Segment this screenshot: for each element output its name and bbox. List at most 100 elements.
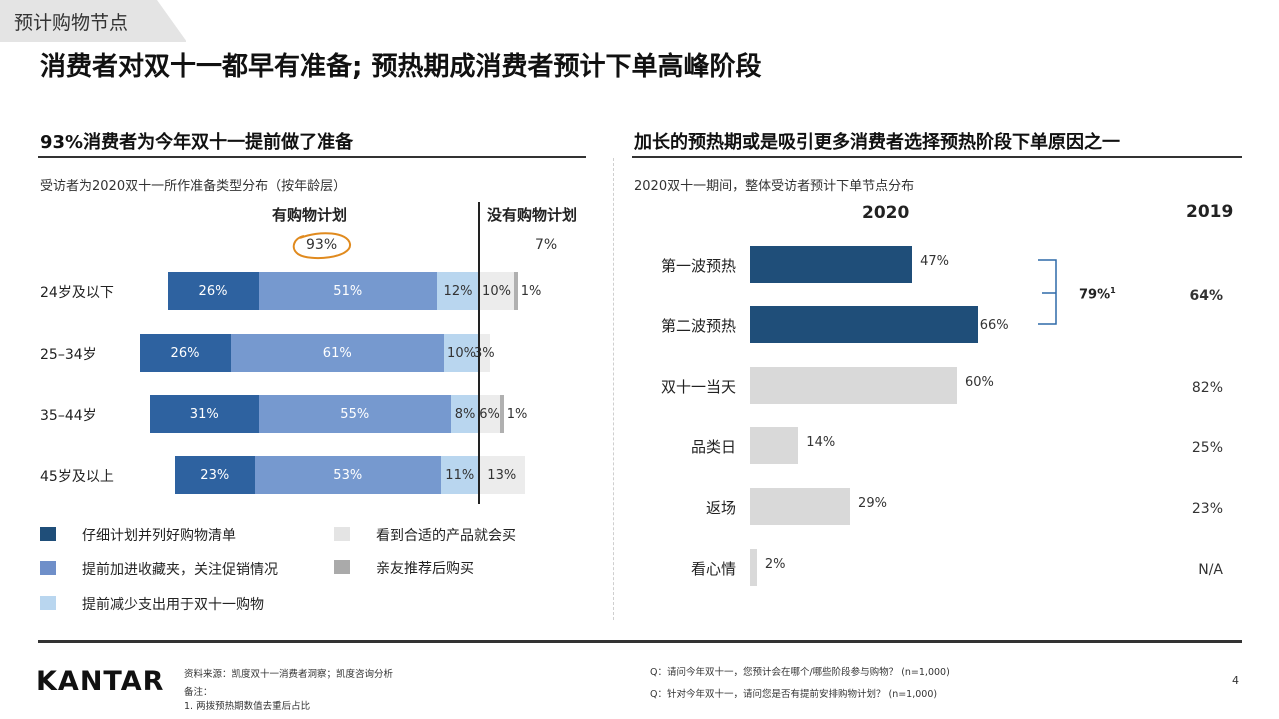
category-label: 第一波预热 (660, 257, 736, 275)
question-2: Q：针对今年双十一，请问您是否有提前安排购物计划？ (n=1,000) (650, 689, 938, 700)
plan-divider-line (478, 202, 480, 504)
segment-value-label: 23% (200, 467, 230, 483)
legend-label-impulse: 看到合适的产品就会买 (376, 528, 516, 544)
kantar-logo: KANTAR (36, 666, 165, 697)
no-plan-group-label: 没有购物计划 (487, 206, 578, 224)
bar-2020 (750, 488, 851, 525)
seg-favorites (255, 456, 441, 494)
year-2019-header: 2019 (1186, 202, 1234, 222)
seg-plan-list (150, 395, 259, 433)
seg-favorites (258, 395, 451, 433)
segment-value-label: 10% (482, 283, 511, 299)
bar-value-label: 2% (764, 557, 786, 572)
left-panel-subtitle: 受访者为2020双十一所作准备类型分布（按年龄层） (40, 179, 347, 194)
preheat-combined-value: 79%1 (1079, 286, 1116, 302)
stacked-bar-chart: 26% 51% 12% 10% 1% 26% 61% 10% 3% 31% 55% 8% 6% 1% 23%… (0, 0, 620, 520)
preheat-combined-label: 79% (1079, 287, 1111, 303)
seg-plan-list (167, 272, 259, 310)
value-2019: 64% (1189, 288, 1223, 304)
segment-value-label: 11% (445, 467, 475, 483)
bar-value-label: 14% (806, 435, 836, 450)
note-1: 1. 两拨预热期数值去重后占比 (184, 701, 311, 712)
segment-value-label: 10% (447, 345, 476, 361)
seg-impulse (479, 395, 500, 433)
footer-rule (38, 640, 1242, 643)
bar-value-label: 60% (965, 375, 994, 390)
age-label-4: 45岁及以上 (40, 469, 114, 485)
segment-value-label: 26% (198, 283, 228, 299)
notes-label: 备注： (184, 687, 213, 698)
segment-value-label: 55% (340, 406, 370, 422)
value-2019: 25% (1191, 440, 1223, 456)
bar-value-label: 66% (979, 318, 1009, 333)
age-label-2: 25–34岁 (40, 347, 97, 363)
plan-total-value: 93% (306, 237, 338, 253)
segment-value-label: 26% (170, 345, 200, 361)
seg-impulse (479, 334, 490, 372)
seg-plan-list (139, 334, 231, 372)
bar-2020 (750, 427, 799, 464)
segment-value-label: 12% (443, 283, 473, 299)
legend-swatch-plan-list (40, 527, 56, 541)
segment-value-label: 51% (333, 283, 363, 299)
year-2020-header: 2020 (862, 203, 910, 223)
seg-save-spending (444, 334, 479, 372)
seg-save-spending (440, 456, 479, 494)
bar-value-label: 29% (858, 496, 887, 511)
bar-2020 (750, 306, 978, 343)
left-title-rule (38, 156, 586, 158)
panel-divider (613, 158, 614, 620)
legend-swatch-impulse (334, 527, 350, 541)
plan-group-label: 有购物计划 (272, 206, 348, 224)
page-number: 4 (1232, 674, 1239, 687)
value-2019: 23% (1191, 501, 1223, 517)
right-panel-subtitle: 2020双十一期间，整体受访者预计下单节点分布 (634, 179, 915, 194)
category-label: 返场 (705, 499, 736, 517)
category-label: 双十一当天 (660, 378, 736, 396)
source-note: 资料来源：凯度双十一消费者洞察；凯度咨询分析 (184, 669, 394, 680)
category-label: 看心情 (690, 560, 736, 578)
legend-label-favorites: 提前加进收藏夹，关注促销情况 (82, 562, 278, 578)
seg-impulse (479, 272, 514, 310)
seg-favorites (230, 334, 444, 372)
bar-2020 (750, 549, 757, 586)
segment-value-label: 53% (333, 467, 363, 483)
page-title: 消费者对双十一都早有准备; 预热期成消费者预计下单高峰阶段 (40, 52, 762, 82)
age-label-1: 24岁及以下 (40, 285, 114, 301)
segment-value-label: 1% (520, 283, 542, 299)
right-panel-title: 加长的预热期或是吸引更多消费者选择预热阶段下单原因之一 (634, 132, 1120, 153)
legend-swatch-referral (334, 560, 350, 574)
section-tag: 预计购物节点 (0, 0, 187, 42)
segment-value-label: 61% (322, 345, 352, 361)
bar-2020 (750, 367, 957, 404)
bar-value-label: 47% (920, 254, 950, 269)
segment-value-label: 8% (454, 406, 476, 422)
preheat-footnote-mark: 1 (1110, 286, 1116, 295)
seg-save-spending (451, 395, 479, 433)
seg-referral (514, 272, 518, 310)
seg-plan-list (174, 456, 255, 494)
segment-value-label: 13% (487, 467, 517, 483)
value-2019: N/A (1198, 562, 1223, 578)
legend-label-save-spending: 提前减少支出用于双十一购物 (82, 597, 264, 613)
category-label: 第二波预热 (660, 317, 736, 335)
value-2019: 82% (1191, 380, 1223, 396)
seg-favorites (258, 272, 437, 310)
category-label: 品类日 (690, 438, 736, 456)
legend-label-plan-list: 仔细计划并列好购物清单 (82, 528, 236, 544)
section-tag-label: 预计购物节点 (14, 12, 129, 34)
timing-bar-chart: 第一波预热 47% 64% 第二波预热 66% 双十一当天 60% 82% 品类日 14% 25% 返… (660, 246, 1223, 586)
legend-swatch-favorites (40, 561, 56, 575)
right-title-rule (632, 156, 1242, 158)
age-label-3: 35–44岁 (40, 408, 97, 424)
segment-value-label: 31% (189, 406, 219, 422)
preheat-bracket (1038, 259, 1057, 325)
legend-swatch-save-spending (40, 596, 56, 610)
segment-value-label: 1% (506, 406, 528, 422)
plan-total-circle (292, 232, 351, 260)
seg-impulse (479, 456, 525, 494)
segment-value-label: 6% (479, 406, 500, 422)
question-1: Q：请问今年双十一，您预计会在哪个/哪些阶段参与购物？ (n=1,000) (650, 667, 950, 678)
left-panel-title: 93%消费者为今年双十一提前做了准备 (40, 132, 354, 153)
seg-referral (500, 395, 504, 433)
